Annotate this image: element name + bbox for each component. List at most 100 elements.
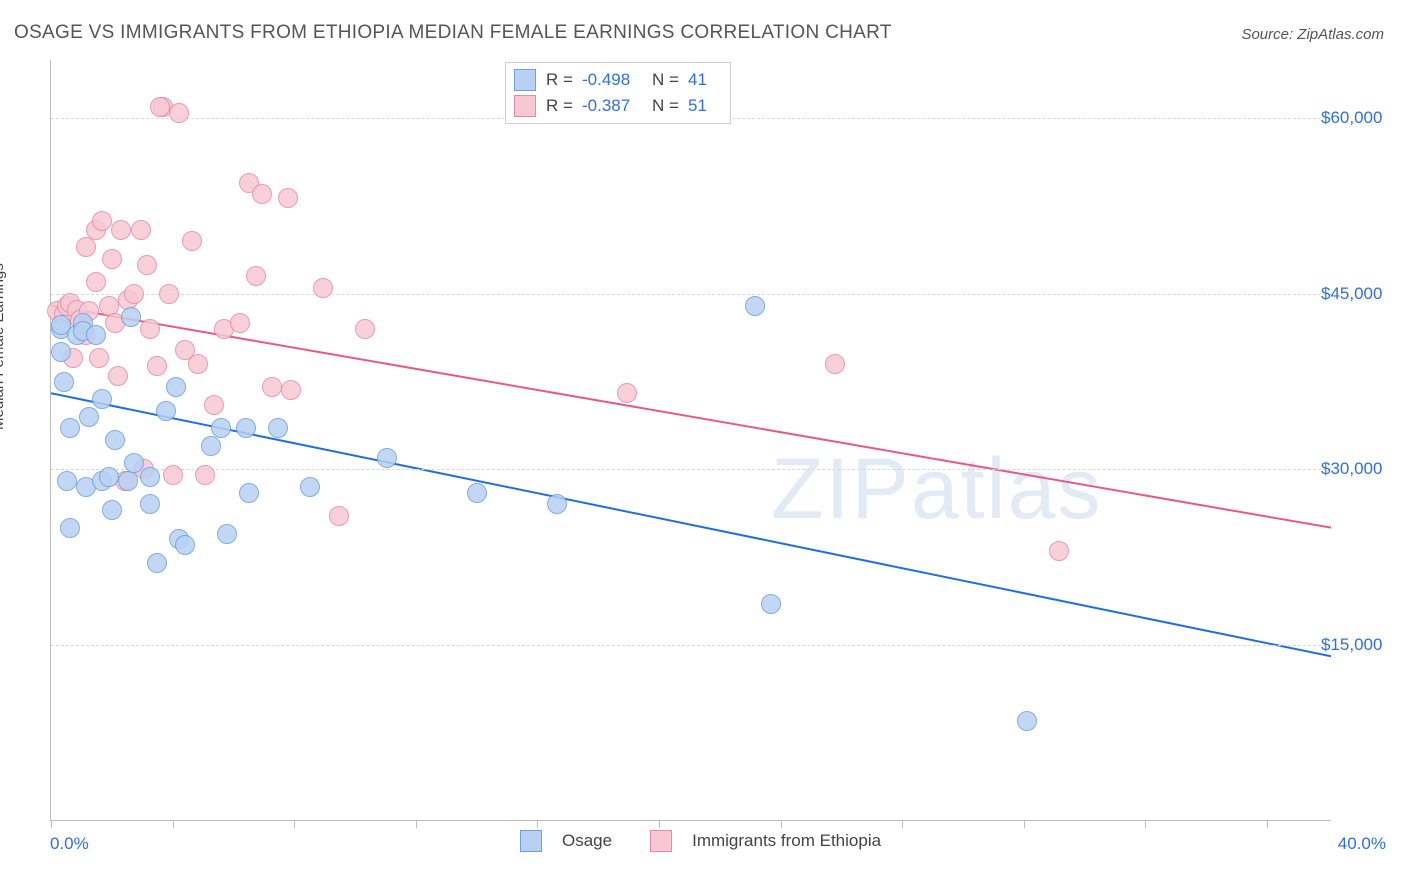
swatch-osage [514,69,536,91]
data-point-ethiopia [76,237,96,257]
data-point-osage [92,389,112,409]
x-tick [416,820,417,828]
x-tick [1024,820,1025,828]
data-point-osage [99,467,119,487]
chart-container: OSAGE VS IMMIGRANTS FROM ETHIOPIA MEDIAN… [0,0,1406,892]
data-point-osage [217,524,237,544]
r-label: R = [546,70,582,90]
data-point-osage [51,342,71,362]
data-point-osage [211,418,231,438]
data-point-osage [124,453,144,473]
n-label: N = [652,96,688,116]
data-point-osage [156,401,176,421]
x-axis-min: 0.0% [50,834,89,854]
y-tick-label: $60,000 [1321,108,1401,128]
data-point-ethiopia [147,356,167,376]
data-point-ethiopia [355,319,375,339]
data-point-osage [60,418,80,438]
data-point-osage [1017,711,1037,731]
data-point-ethiopia [159,284,179,304]
data-point-ethiopia [92,211,112,231]
data-point-osage [201,436,221,456]
data-point-osage [745,296,765,316]
data-point-osage [268,418,288,438]
data-point-osage [102,500,122,520]
data-point-osage [54,372,74,392]
n-value-ethiopia: 51 [688,96,718,116]
data-point-ethiopia [89,348,109,368]
data-point-ethiopia [230,313,250,333]
r-value-osage: -0.498 [582,70,652,90]
data-point-ethiopia [86,272,106,292]
data-point-osage [239,483,259,503]
x-tick [51,820,52,828]
correlation-legend: R = -0.498 N = 41 R = -0.387 N = 51 [505,62,731,124]
data-point-ethiopia [246,266,266,286]
data-point-osage [79,407,99,427]
r-label: R = [546,96,582,116]
data-point-osage [121,307,141,327]
data-point-ethiopia [204,395,224,415]
legend-row-ethiopia: R = -0.387 N = 51 [514,93,718,119]
series-legend: Osage Immigrants from Ethiopia [520,830,881,852]
r-value-ethiopia: -0.387 [582,96,652,116]
y-tick-label: $45,000 [1321,284,1401,304]
data-point-ethiopia [150,97,170,117]
x-tick [1267,820,1268,828]
x-tick [1145,820,1146,828]
legend-row-osage: R = -0.498 N = 41 [514,67,718,93]
data-point-osage [140,494,160,514]
x-tick [537,820,538,828]
source-label: Source: ZipAtlas.com [1241,26,1384,43]
data-point-osage [467,483,487,503]
plot-area: ZIPatlas $15,000$30,000$45,000$60,000 [50,60,1331,821]
data-point-ethiopia [313,278,333,298]
data-point-ethiopia [825,354,845,374]
n-label: N = [652,70,688,90]
x-axis-max: 40.0% [1338,834,1386,854]
data-point-osage [166,377,186,397]
data-point-ethiopia [278,188,298,208]
data-point-ethiopia [195,465,215,485]
n-value-osage: 41 [688,70,718,90]
data-point-ethiopia [188,354,208,374]
data-point-ethiopia [102,249,122,269]
data-point-osage [300,477,320,497]
data-point-ethiopia [1049,541,1069,561]
x-tick [294,820,295,828]
data-point-ethiopia [182,231,202,251]
swatch-ethiopia [514,95,536,117]
x-tick [902,820,903,828]
x-tick [659,820,660,828]
data-point-osage [547,494,567,514]
data-point-osage [236,418,256,438]
data-point-ethiopia [111,220,131,240]
data-point-ethiopia [252,184,272,204]
gridline [51,294,1331,295]
y-tick-label: $15,000 [1321,635,1401,655]
data-point-osage [60,518,80,538]
watermark: ZIPatlas [771,440,1102,539]
legend-label-osage: Osage [562,831,612,851]
x-tick [781,820,782,828]
gridline [51,645,1331,646]
data-point-osage [118,471,138,491]
data-point-ethiopia [281,380,301,400]
legend-label-ethiopia: Immigrants from Ethiopia [692,831,881,851]
data-point-osage [377,448,397,468]
data-point-osage [761,594,781,614]
data-point-ethiopia [617,383,637,403]
data-point-osage [175,535,195,555]
data-point-ethiopia [329,506,349,526]
data-point-osage [140,467,160,487]
data-point-ethiopia [124,284,144,304]
data-point-osage [105,430,125,450]
data-point-osage [147,553,167,573]
data-point-ethiopia [140,319,160,339]
data-point-osage [57,471,77,491]
data-point-ethiopia [131,220,151,240]
data-point-ethiopia [163,465,183,485]
x-tick [173,820,174,828]
swatch-ethiopia [650,830,672,852]
y-tick-label: $30,000 [1321,459,1401,479]
